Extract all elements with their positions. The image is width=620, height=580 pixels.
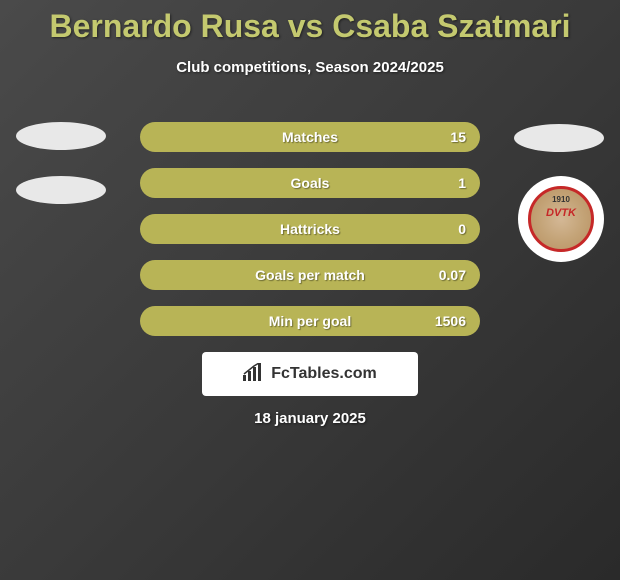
stat-label: Goals [291,175,330,191]
badge-year: 1910 [552,195,570,204]
stat-value: 1 [458,175,466,191]
right-player-oval [514,124,604,152]
stat-label: Goals per match [255,267,365,283]
stat-value: 1506 [435,313,466,329]
player-oval-2 [16,176,106,204]
stat-value: 0.07 [439,267,466,283]
stat-bar-min-per-goal: Min per goal 1506 [140,306,480,336]
club-badge: 1910 DVTK [518,176,604,262]
fctables-attribution: FcTables.com [202,352,418,396]
stat-bar-goals-per-match: Goals per match 0.07 [140,260,480,290]
date-label: 18 january 2025 [0,410,620,427]
stat-label: Hattricks [280,221,340,237]
fctables-logo: FcTables.com [243,363,377,386]
stat-value: 15 [450,129,466,145]
left-player-placeholders [16,122,106,230]
player-oval-1 [16,122,106,150]
fctables-label: FcTables.com [271,365,377,383]
stat-bar-matches: Matches 15 [140,122,480,152]
club-badge-inner: 1910 DVTK [528,186,594,252]
stat-bar-goals: Goals 1 [140,168,480,198]
stat-bar-hattricks: Hattricks 0 [140,214,480,244]
stat-label: Min per goal [269,313,351,329]
badge-text: DVTK [546,207,576,219]
page-title: Bernardo Rusa vs Csaba Szatmari [0,0,620,45]
chart-icon [243,363,265,386]
stats-bars: Matches 15 Goals 1 Hattricks 0 Goals per… [140,122,480,352]
stat-value: 0 [458,221,466,237]
page-subtitle: Club competitions, Season 2024/2025 [0,59,620,76]
stat-label: Matches [282,129,338,145]
